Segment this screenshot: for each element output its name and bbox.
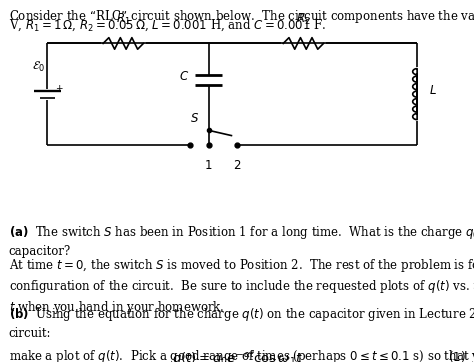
Text: $t$ when you hand in your homework.: $t$ when you hand in your homework. [9,299,224,316]
Text: $\mathbf{(b)}$  Using the equation for the charge $q(t)$ on the capacitor given : $\mathbf{(b)}$ Using the equation for th… [9,306,474,323]
Text: $C$: $C$ [180,70,190,83]
Text: $\mathbf{(a)}$  The switch $S$ has been in Position 1 for a long time.  What is : $\mathbf{(a)}$ The switch $S$ has been i… [9,224,474,241]
Text: capacitor?: capacitor? [9,245,71,258]
Text: At time $t = 0$, the switch $S$ is moved to Position 2.  The rest of the problem: At time $t = 0$, the switch $S$ is moved… [9,257,474,274]
Text: $+$: $+$ [55,83,63,93]
Text: $q(t) = q_0 e^{-\alpha t} \cos \omega_1 t$: $q(t) = q_0 e^{-\alpha t} \cos \omega_1 … [172,349,302,362]
Text: $R_1$: $R_1$ [116,12,130,27]
Text: $R_2$: $R_2$ [296,12,310,27]
Text: $2$: $2$ [233,159,241,172]
Text: circuit:: circuit: [9,327,51,340]
Text: make a plot of $q(t)$.  Pick a good range of times (perhaps $0 \leq t \leq 0.1$ : make a plot of $q(t)$. Pick a good range… [9,348,474,362]
Text: configuration of the circuit.  Be sure to include the requested plots of $q(t)$ : configuration of the circuit. Be sure to… [9,278,474,295]
Text: $\mathcal{E}_0$: $\mathcal{E}_0$ [32,60,45,74]
Text: $L$: $L$ [429,84,437,97]
Text: $(1)$: $(1)$ [448,349,465,362]
Text: $1$: $1$ [204,159,213,172]
Text: V, $R_1 = 1\,\Omega$, $R_2 = 0.05\,\Omega$, $L = 0.001$ H, and $C = 0.001$ F.: V, $R_1 = 1\,\Omega$, $R_2 = 0.05\,\Omeg… [9,17,326,33]
Text: Consider the “RLC” circuit shown below.  The circuit components have the values : Consider the “RLC” circuit shown below. … [9,8,474,25]
Text: $S$: $S$ [190,112,199,125]
